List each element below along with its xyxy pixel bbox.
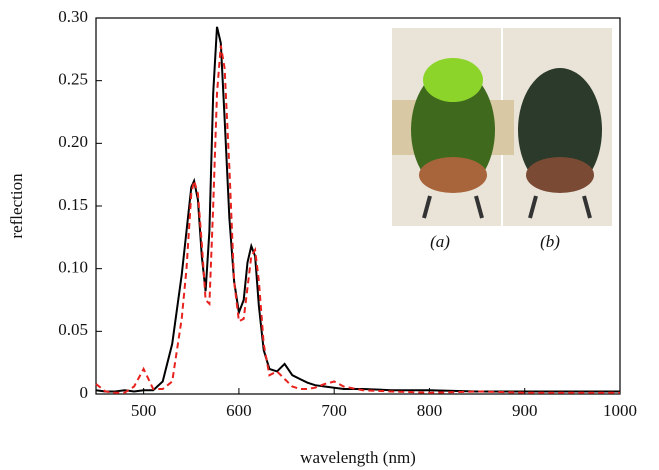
x-tick-label: 800 (417, 401, 443, 420)
y-tick-label: 0.10 (58, 258, 88, 277)
y-tick-label: 0.30 (58, 7, 88, 26)
beetle-a-head (423, 58, 483, 102)
x-axis-label: wavelength (nm) (300, 448, 416, 467)
y-tick-label: 0.05 (58, 320, 88, 339)
y-tick-label: 0 (80, 383, 89, 402)
y-axis-label: reflection (7, 173, 26, 239)
x-tick-label: 600 (226, 401, 252, 420)
x-tick-label: 900 (512, 401, 538, 420)
y-tick-label: 0.25 (58, 70, 88, 89)
inset-label: (b) (540, 232, 560, 251)
x-tick-label: 1000 (603, 401, 637, 420)
beetle-a-tail (419, 157, 487, 193)
y-tick-label: 0.20 (58, 132, 88, 151)
x-tick-label: 500 (131, 401, 157, 420)
inset-label: (a) (430, 232, 450, 251)
series-line (95, 26, 620, 393)
beetle-legs (422, 195, 592, 219)
series-line (95, 45, 620, 394)
inset-photo: (a) (b) (392, 28, 612, 251)
x-tick-label: 700 (321, 401, 347, 420)
y-tick-label: 0.15 (58, 195, 88, 214)
beetle-b-tail (526, 157, 594, 193)
